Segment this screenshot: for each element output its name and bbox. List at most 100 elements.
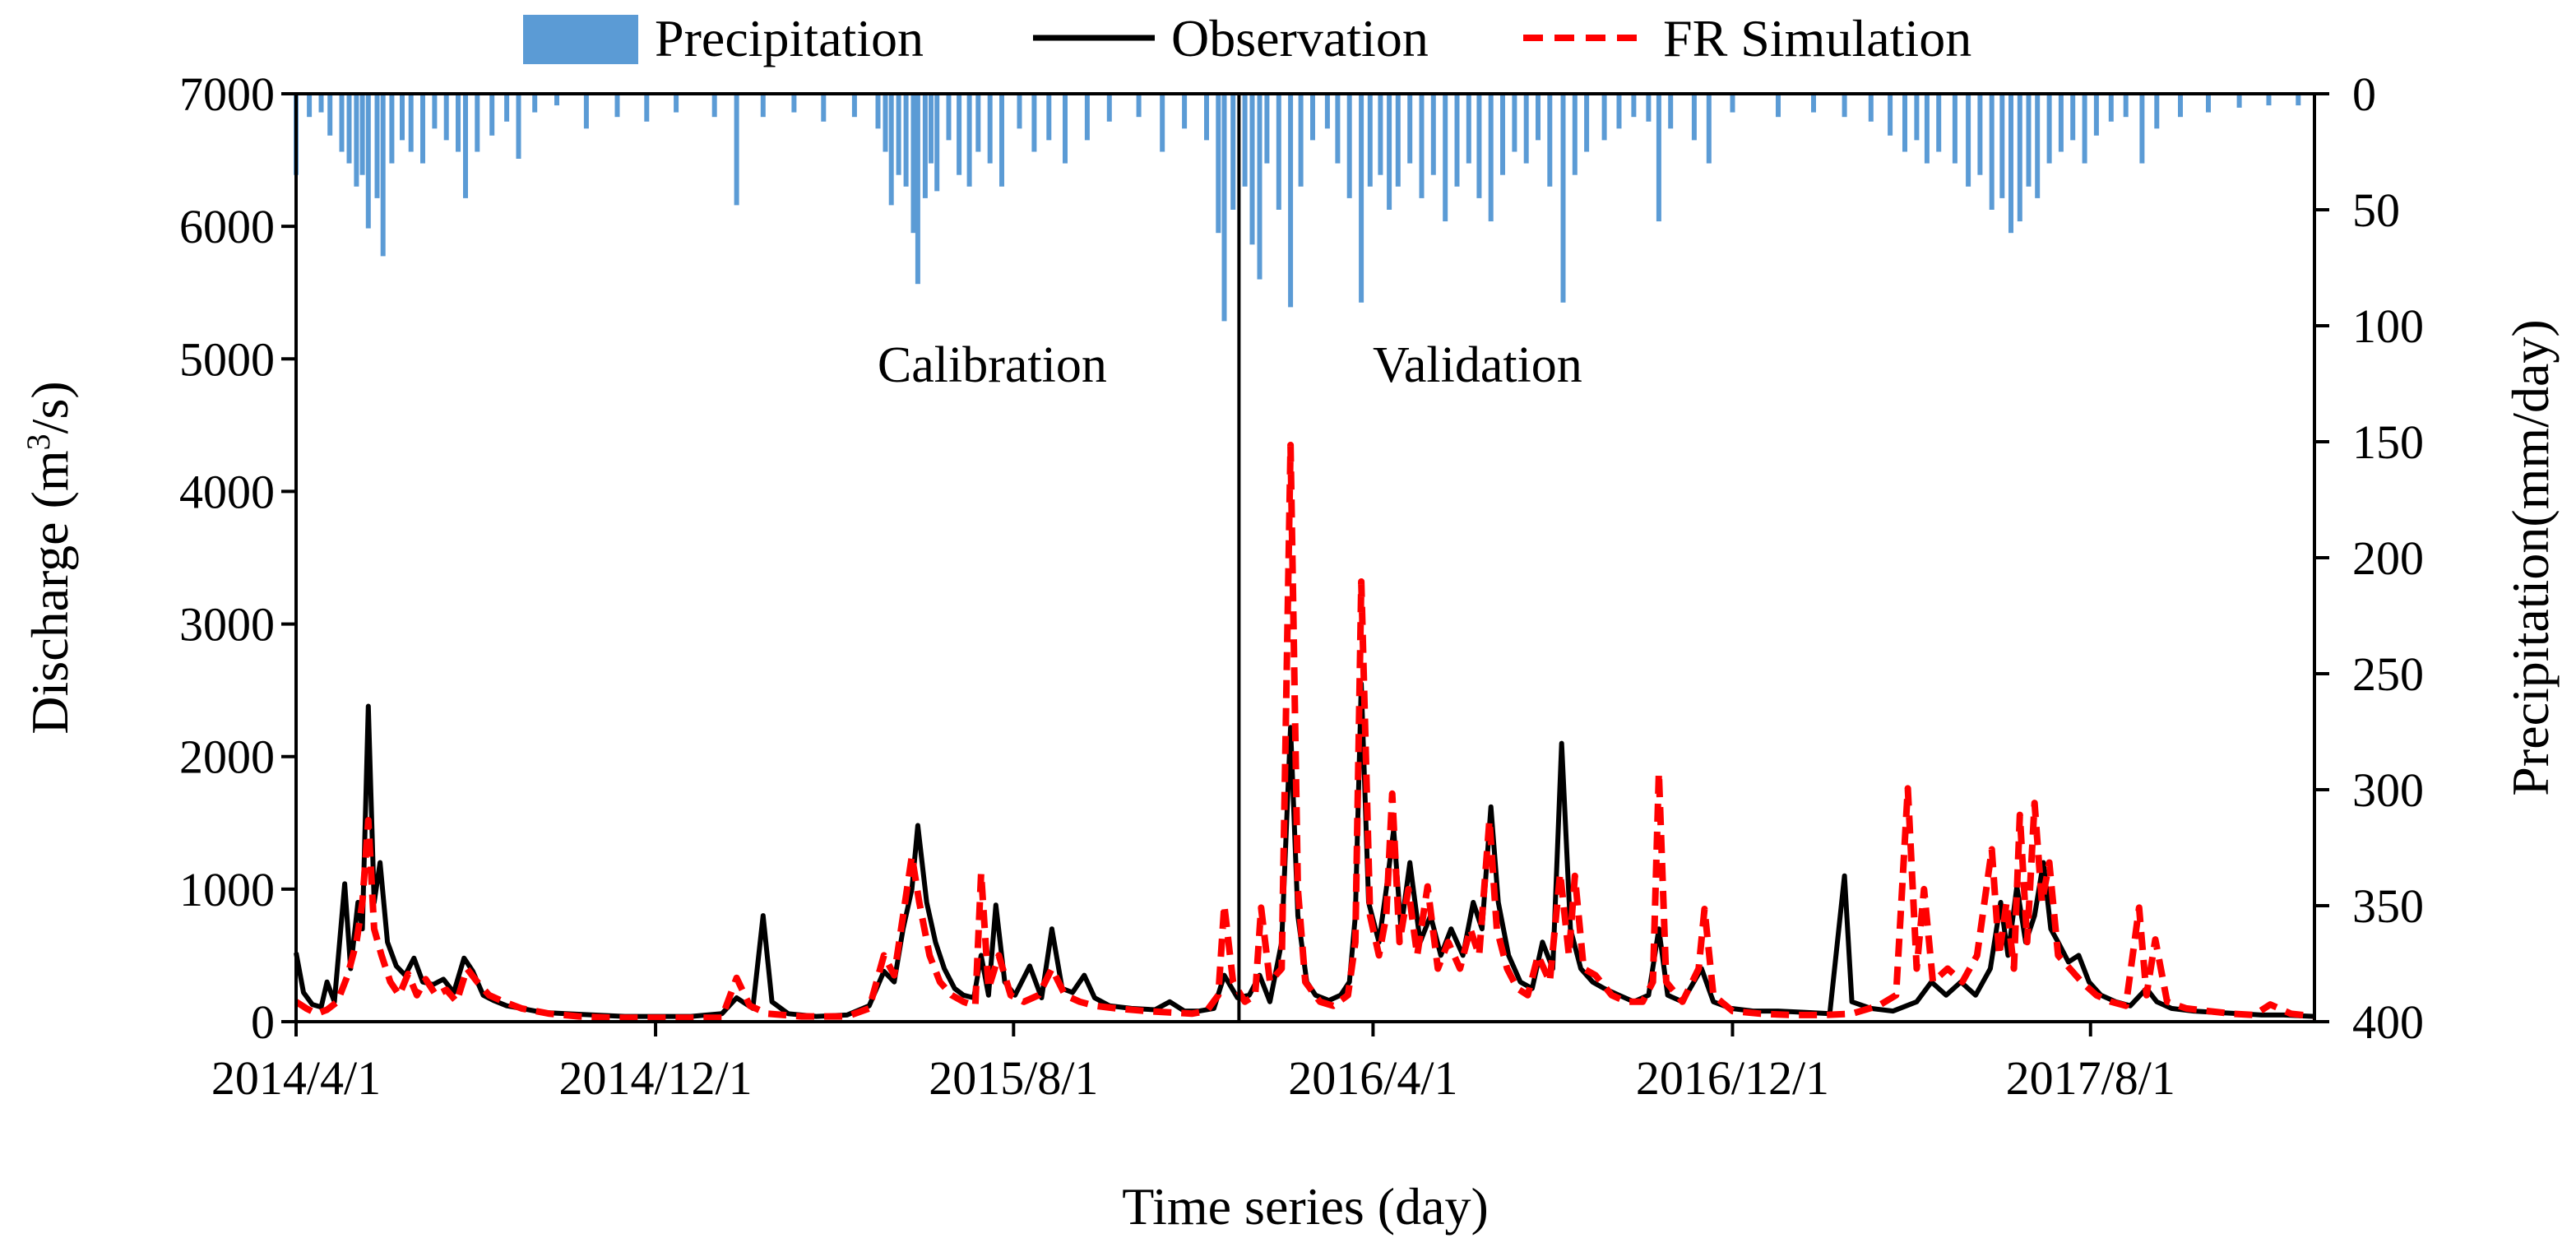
precipitation-bar [1488,94,1494,222]
precipitation-bar [1631,94,1637,118]
precipitation-bar [1230,94,1236,210]
precipitation-bar [791,94,797,113]
precipitation-bar [339,94,345,152]
precipitation-bar [2296,94,2301,106]
simulation-line [294,442,2315,1022]
precipitation-bar [1324,94,1330,129]
precipitation-bar [2236,94,2242,108]
y-tick-label: 0 [251,995,275,1049]
precipitation-bar [380,94,386,257]
precipitation-bar [1395,94,1401,187]
y-tick-label: 6000 [179,200,275,253]
precipitation-bar [463,94,468,198]
validation-label: Validation [1373,337,1582,393]
legend-label-precipitation: Precipitation [655,9,924,67]
precipitation-bar [1584,94,1590,152]
precipitation-bar [408,94,414,152]
precipitation-bar [1454,94,1460,187]
precipitation-bar [1868,94,1874,122]
precipitation-bar [614,94,620,118]
precipitation-bar [1257,94,1263,280]
y-tick-label: 3000 [179,598,275,652]
precipitation-bar [999,94,1004,187]
precipitation-bar [896,94,901,175]
precipitation-bar [946,94,952,141]
precipitation-bar [1367,94,1373,187]
precipitation-bar [2058,94,2064,152]
y2-tick-label: 350 [2352,879,2424,933]
precipitation-bar [1084,94,1090,141]
precipitation-bar [1999,94,2005,198]
precipitation-bar [2139,94,2145,164]
precipitation-bar [1046,94,1052,141]
precipitation-bar [456,94,461,152]
precipitation-bar [2017,94,2022,222]
precipitation-bar [389,94,395,164]
precipitation-bar [516,94,521,159]
precipitation-bar [1989,94,1995,210]
precipitation-bar [1776,94,1781,118]
precipitation-bar [975,94,981,152]
precipitation-bar [1017,94,1022,129]
precipitation-bar [1298,94,1304,187]
x-axis: 2014/4/1 2014/12/1 2015/8/1 2016/4/1 2016/12… [211,1022,2175,1105]
precipitation-bar [1288,94,1294,308]
precipitation-bar [966,94,972,187]
x-tick-label: 2016/12/1 [1636,1051,1829,1105]
precipitation-bar [1136,94,1142,118]
precipitation-bar [934,94,940,192]
precipitation-bar [1182,94,1188,129]
precipitation-bar [821,94,827,122]
precipitation-bar [532,94,538,113]
y2-tick-label: 50 [2352,183,2400,237]
y-tick-label: 5000 [179,332,275,386]
precipitation-bar [2070,94,2076,141]
precipitation-bar [1952,94,1957,164]
x-tick-label: 2017/8/1 [2006,1051,2175,1105]
precipitation-bar [1359,94,1364,303]
y-tick-label: 1000 [179,863,275,916]
precipitation-bar [359,94,365,175]
simulation-series [294,442,2315,1022]
precipitation-bar [1668,94,1674,129]
precipitation-bar [2266,94,2272,106]
precipitation-bar [2008,94,2013,234]
precipitation-bar [1706,94,1712,164]
precipitation-bar [1500,94,1505,175]
precipitation-bar [489,94,495,136]
precipitation-bar [987,94,993,164]
legend-label-observation: Observation [1171,9,1429,67]
precipitation-bar [1966,94,1971,187]
precipitation-bar [1310,94,1315,141]
y2-tick-label: 250 [2352,647,2424,701]
precipitation-bar [346,94,352,164]
precipitation-bar [1242,94,1248,187]
precipitation-bar [420,94,425,164]
precipitation-bar [2035,94,2041,198]
precipitation-bar [1601,94,1607,141]
y2-tick-label: 300 [2352,763,2424,817]
precipitation-bar [1387,94,1392,210]
precipitation-bar [1249,94,1255,245]
precipitation-bar [734,94,739,206]
precipitation-bar [583,94,589,129]
precipitation-bar [711,94,717,118]
precipitation-bar [1264,94,1270,164]
precipitation-bar [929,94,934,164]
precipitation-bar [318,94,324,113]
precipitation-bar [1888,94,1893,136]
precipitation-bar [1536,94,1541,141]
precipitation-bar [1523,94,1529,164]
x-axis-title: Time series (day) [1122,1177,1489,1236]
precipitation-bar [1842,94,1847,118]
precipitation-bar [644,94,650,122]
y-axis-title: Discharge (m3/s) [20,381,80,734]
precipitation-bar [883,94,888,152]
precipitation-bar [1616,94,1622,129]
precipitation-bar [922,94,928,198]
precipitation-bar [2108,94,2114,122]
legend-swatch-precipitation [523,15,638,64]
y2-tick-label: 150 [2352,415,2424,469]
precipitation-bar [1346,94,1352,198]
